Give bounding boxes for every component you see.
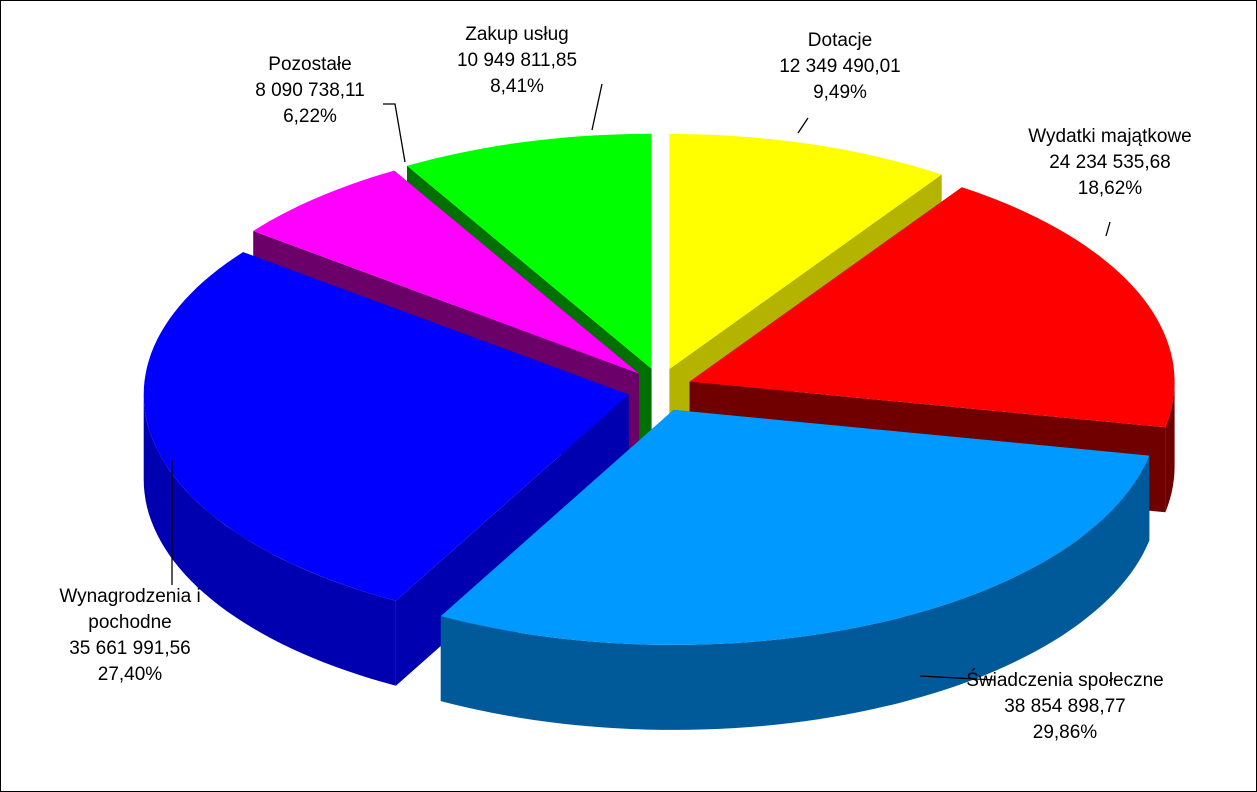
label-amount: 24 234 535,68 [1049, 152, 1171, 173]
slice-side [440, 455, 1150, 730]
slice [407, 133, 652, 369]
leader-line [1105, 221, 1111, 237]
slice [143, 252, 629, 601]
label-percentage: 6,22% [283, 106, 337, 127]
pie [143, 133, 1175, 730]
label-percentage: 9,49% [813, 82, 867, 103]
label-category: Zakup usług [465, 24, 569, 45]
slice-side [1165, 381, 1175, 513]
data-label: Wydatki majątkowe 24 234 535,68 18,62% [1000, 124, 1220, 202]
data-label: Świadczenia społeczne 38 854 898,77 29,86% [965, 668, 1165, 746]
data-label: Zakup usług 10 949 811,85 8,41% [417, 22, 617, 100]
label-category: Wydatki majątkowe [1028, 126, 1192, 147]
data-label: Dotacje 12 349 490,01 9,49% [740, 28, 940, 106]
label-amount: 35 661 991,56 [69, 638, 191, 659]
slice [440, 409, 1150, 645]
label-amount: 8 090 738,11 [255, 80, 365, 101]
label-percentage: 29,86% [1032, 722, 1098, 743]
data-label: Pozostałe 8 090 738,11 6,22% [210, 52, 410, 130]
leader-line [919, 675, 996, 681]
label-category: Wynagrodzenia i pochodne [59, 586, 201, 633]
slice [689, 187, 1175, 428]
label-percentage: 18,62% [1077, 178, 1143, 199]
leader-line [797, 117, 809, 134]
label-amount: 10 949 811,85 [456, 50, 578, 71]
leader-line [383, 103, 406, 163]
label-category: Świadczenia społeczne [966, 670, 1164, 691]
slice [253, 170, 639, 374]
leader-line [591, 83, 603, 131]
label-amount: 12 349 490,01 [779, 56, 901, 77]
data-label: Wynagrodzenia i pochodne 35 661 991,56 27,… [40, 584, 220, 688]
label-percentage: 8,41% [490, 76, 544, 97]
label-percentage: 27,40% [97, 664, 163, 685]
label-amount: 38 854 898,77 [1004, 696, 1126, 717]
label-category: Pozostałe [268, 54, 352, 75]
label-category: Dotacje [807, 30, 873, 51]
slice-side [143, 394, 396, 686]
slice [669, 134, 942, 369]
